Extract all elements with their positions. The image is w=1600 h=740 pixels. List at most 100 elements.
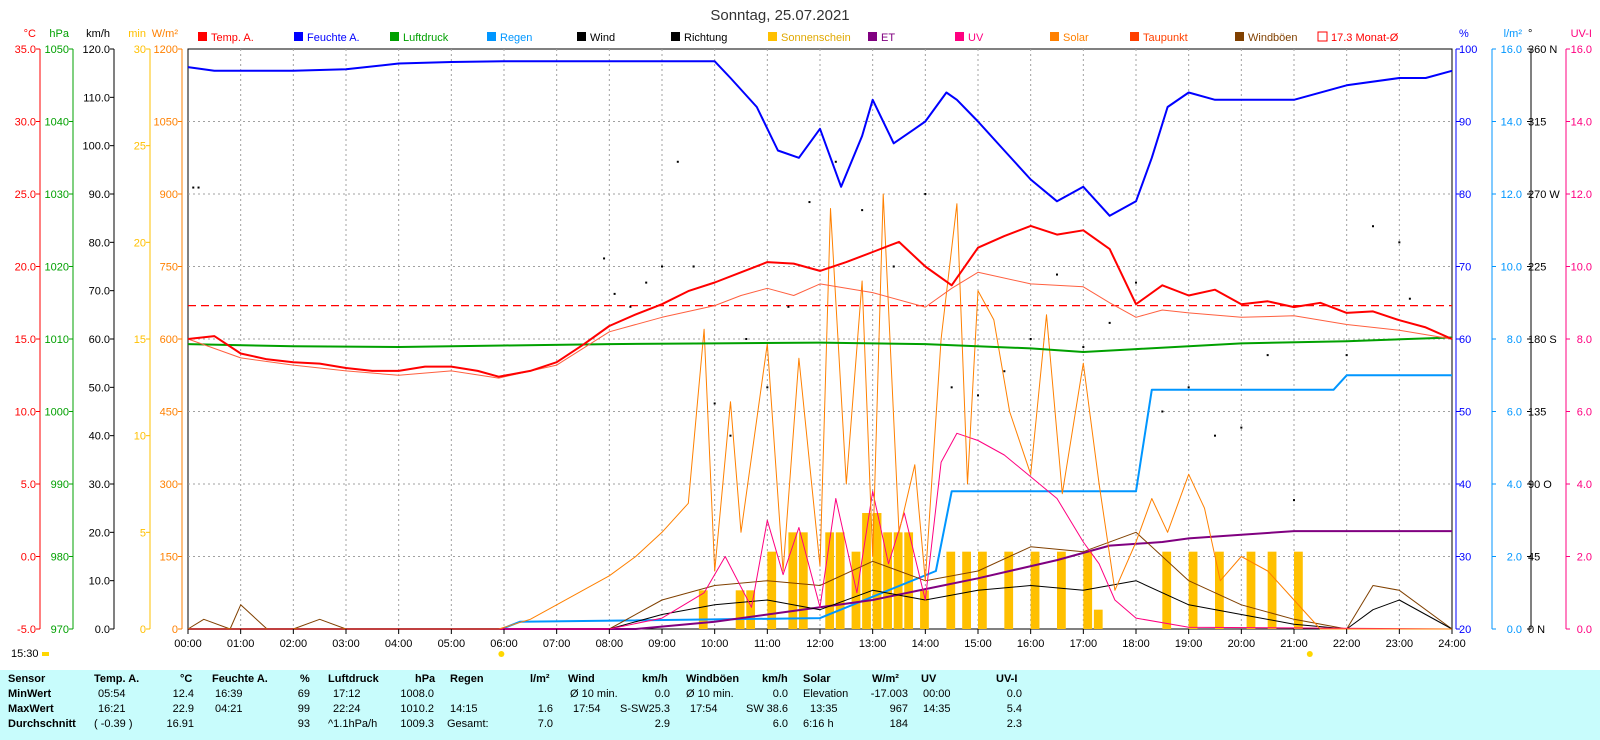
uvi-tick-label: 16.0 [1571,44,1592,56]
temp-max-time: 16:21 [98,703,126,715]
hpa-tick-label: 990 [51,479,69,491]
bar-sonnenschein [862,513,871,629]
deg-tick-label: 90 O [1528,479,1552,491]
temp-tick-label: 20.0 [15,262,36,274]
wm2-tick-label: 450 [160,407,178,419]
press-min-time: 17:12 [333,688,361,700]
point-richtung [1108,321,1111,324]
bar-sonnenschein [698,590,708,629]
temp-min: 12.4 [172,688,194,700]
point-richtung [1161,410,1164,413]
bar-sonnenschein [835,532,845,629]
hum-unit: % [300,673,310,685]
x-tick-label: 05:00 [438,638,466,650]
point-richtung [645,281,648,284]
timestamp-value: 15:30 [11,648,39,660]
series-line-taupunkt [187,271,1453,379]
press-avg-note: ^1.1hPa/h [328,718,378,730]
hum-max-time: 04:21 [215,703,243,715]
legend-label: Windböen [1248,32,1298,44]
x-tick-label: 11:00 [754,638,781,650]
min-tick-label: 15 [134,334,146,346]
min-tick-label: 30 [134,44,146,56]
hum-avg: 93 [297,718,310,730]
temp-avg: 16.91 [166,718,194,730]
deg-tick-label: 360 N [1528,44,1557,56]
legend-swatch [955,32,964,41]
uvi-tick-label: 14.0 [1571,117,1592,129]
deg-tick-label: 135 [1528,407,1546,419]
legend-label: 17.3 Monat-Ø [1331,32,1399,44]
bar-sonnenschein [920,590,929,629]
x-tick-label: 19:00 [1175,638,1203,650]
sunset-icon [1306,651,1313,657]
deg-tick-label: 315 [1528,117,1546,129]
legend-label: Richtung [684,32,727,44]
solar-max-time: 13:35 [810,703,838,715]
row-label-min: MinWert [8,688,52,700]
legend-swatch [198,32,207,41]
point-richtung [692,265,695,268]
bar-sonnenschein [1294,551,1303,629]
temp-tick-label: -5.0 [17,624,36,636]
wm2-tick-label: 0 [172,624,178,636]
bar-sonnenschein [872,513,882,629]
point-richtung [613,292,616,295]
legend-swatch [390,32,399,41]
lm2-tick-label: 10.0 [1501,262,1522,274]
hum-min-time: 16:39 [215,688,243,700]
series-line-solar [188,193,1452,630]
kmh-tick-label: 10.0 [89,576,110,588]
sun-icon [41,652,49,657]
point-richtung [1408,297,1411,300]
legend-swatch [487,32,496,41]
temp-tick-label: 5.0 [21,479,36,491]
wm2-unit-label: W/m² [152,28,179,40]
deg-unit-label: ° [1528,28,1532,40]
kmh-tick-label: 100.0 [82,141,110,153]
legend-swatch [1050,32,1059,41]
lm2-tick-label: 0.0 [1507,624,1522,636]
bar-sonnenschein [1093,609,1103,629]
legend-swatch [868,32,877,41]
legend-label: ET [881,32,895,44]
row-label-avg: Durchschnitt [8,718,76,730]
legend-swatch [1130,32,1139,41]
point-richtung [892,265,895,268]
kmh-tick-label: 110.0 [83,92,110,104]
kmh-tick-label: 70.0 [89,286,110,298]
bar-sonnenschein [735,590,745,629]
chart-grid [187,48,1453,630]
x-tick-label: 04:00 [385,638,413,650]
bar-sonnenschein [798,532,808,629]
wm2-tick-label: 1200 [154,44,178,56]
uv-max: 5.4 [1006,703,1022,715]
kmh-unit-label: km/h [86,28,110,40]
point-richtung [1293,499,1295,502]
kmh-tick-label: 60.0 [89,334,110,346]
wm2-tick-label: 600 [160,334,178,346]
pct-tick-label: 90 [1459,117,1471,129]
rain-max-time: 14:15 [450,703,478,715]
bar-sonnenschein [1246,551,1256,629]
x-tick-label: 17:00 [1070,638,1098,650]
x-tick-label: 21:00 [1280,638,1308,650]
wm2-tick-label: 1050 [154,117,178,129]
legend-label: Luftdruck [403,32,449,44]
x-tick-label: 01:00 [227,638,255,650]
legend-label: Taupunkt [1143,32,1188,44]
hpa-tick-label: 1040 [45,117,69,129]
pct-tick-label: 60 [1459,334,1471,346]
point-richtung [1003,370,1006,373]
x-tick-label: 07:00 [543,638,571,650]
temp-tick-label: 10.0 [15,407,36,419]
x-tick-label: 22:00 [1333,638,1361,650]
solar-min: -17.003 [870,688,908,700]
hum-header: Feuchte A. [212,673,268,685]
point-richtung [1372,225,1374,228]
legend-swatch [671,32,680,41]
temp-tick-label: 25.0 [15,189,36,201]
hpa-unit-label: hPa [49,28,69,40]
hpa-tick-label: 1030 [45,189,69,201]
uvi-tick-label: 4.0 [1577,479,1592,491]
